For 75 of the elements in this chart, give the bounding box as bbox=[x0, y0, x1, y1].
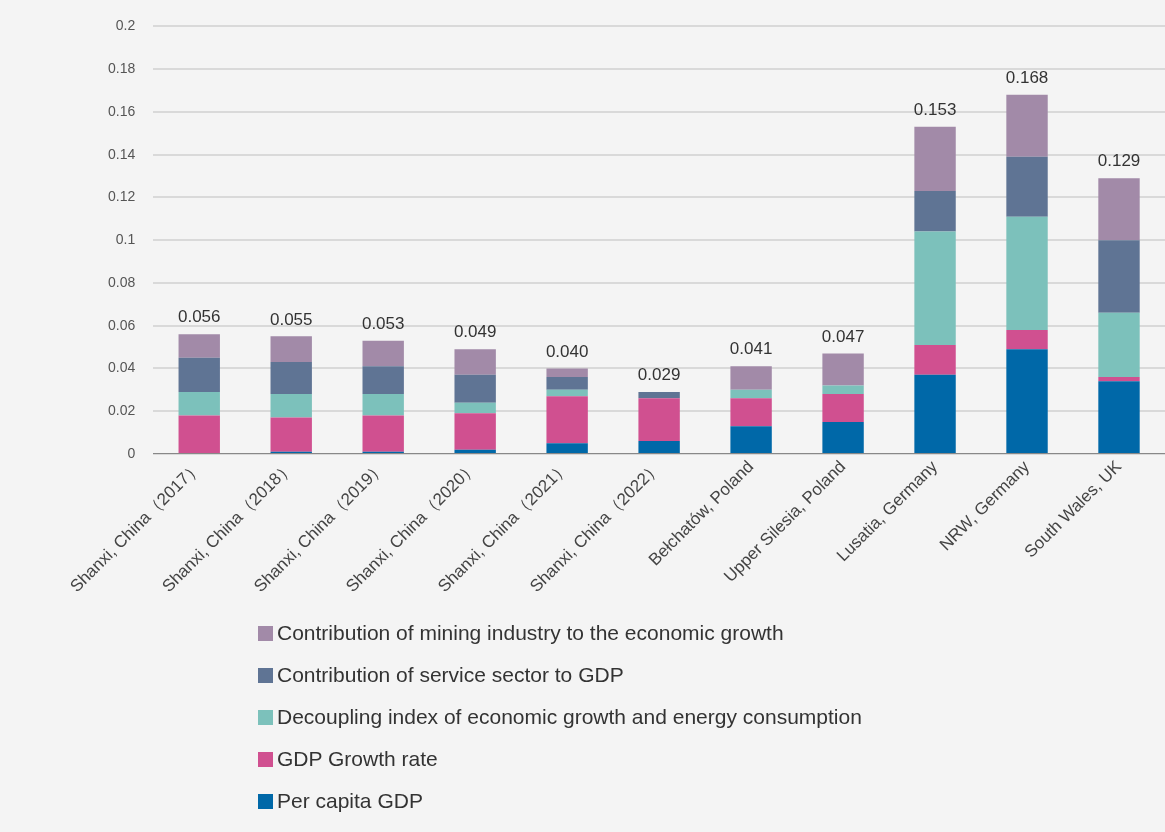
bar bbox=[362, 340, 404, 367]
bar bbox=[1006, 216, 1048, 330]
bar bbox=[178, 357, 220, 392]
bar bbox=[1098, 240, 1140, 313]
bar bbox=[454, 413, 496, 450]
legend-label: GDP Growth rate bbox=[277, 747, 438, 771]
bar bbox=[454, 402, 496, 414]
total-label: 0.041 bbox=[729, 339, 773, 359]
bar bbox=[1006, 94, 1048, 157]
total-label: 0.056 bbox=[177, 307, 221, 327]
legend-label: Contribution of service sector to GDP bbox=[277, 663, 624, 687]
bar bbox=[270, 336, 312, 363]
bar bbox=[546, 368, 588, 377]
total-label: 0.040 bbox=[545, 341, 589, 361]
bar bbox=[1098, 381, 1140, 453]
bar bbox=[822, 353, 864, 386]
bar bbox=[1006, 349, 1048, 453]
bar bbox=[638, 398, 680, 442]
y-tick-label: 0.08 bbox=[108, 273, 136, 290]
bar bbox=[546, 443, 588, 453]
y-tick-label: 0.02 bbox=[108, 402, 136, 419]
bar bbox=[454, 374, 496, 403]
legend-label: Decoupling index of economic growth and energy consumption bbox=[277, 705, 862, 729]
y-tick-label: 0.04 bbox=[108, 359, 136, 376]
y-tick-label: 0.18 bbox=[108, 60, 136, 77]
bar bbox=[454, 349, 496, 375]
bar bbox=[914, 344, 956, 375]
bar bbox=[730, 366, 772, 390]
bar bbox=[362, 394, 404, 416]
bar bbox=[546, 389, 588, 397]
bar bbox=[730, 389, 772, 399]
y-tick-label: 0.14 bbox=[108, 145, 136, 162]
bar bbox=[1006, 329, 1048, 350]
bar bbox=[362, 415, 404, 452]
bar bbox=[1098, 376, 1140, 382]
bar bbox=[914, 374, 956, 453]
bar bbox=[822, 421, 864, 453]
bar bbox=[454, 449, 496, 453]
total-label: 0.053 bbox=[361, 313, 405, 333]
y-tick-label: 0.2 bbox=[115, 17, 136, 34]
total-label: 0.049 bbox=[453, 322, 497, 342]
legend-label: Contribution of mining industry to the economic growth bbox=[277, 621, 784, 645]
bar bbox=[914, 191, 956, 232]
bar bbox=[1006, 156, 1048, 217]
bar bbox=[914, 126, 956, 192]
bar bbox=[638, 441, 680, 453]
bar bbox=[822, 385, 864, 395]
bar bbox=[1098, 178, 1140, 241]
total-label: 0.055 bbox=[269, 309, 313, 329]
bar bbox=[270, 394, 312, 418]
bar bbox=[178, 334, 220, 358]
bar bbox=[822, 394, 864, 422]
total-label: 0.047 bbox=[821, 326, 865, 346]
bar bbox=[270, 417, 312, 452]
bar bbox=[1098, 312, 1140, 377]
bar bbox=[638, 391, 680, 399]
y-tick-label: 0.06 bbox=[108, 316, 136, 333]
y-tick-label: 0.12 bbox=[108, 188, 136, 205]
total-label: 0.168 bbox=[1005, 68, 1049, 87]
y-tick-label: 0 bbox=[127, 444, 136, 461]
bar bbox=[730, 426, 772, 453]
legend-label: Per capita GDP bbox=[277, 789, 423, 813]
total-label: 0.029 bbox=[637, 365, 681, 385]
y-tick-label: 0.16 bbox=[108, 102, 136, 119]
bar bbox=[178, 391, 220, 416]
y-tick-label: 0.1 bbox=[115, 231, 136, 248]
bar bbox=[914, 231, 956, 345]
total-label: 0.129 bbox=[1097, 151, 1141, 171]
total-label: 0.153 bbox=[913, 100, 957, 120]
bar bbox=[546, 376, 588, 390]
bar bbox=[178, 415, 220, 453]
bar bbox=[362, 366, 404, 395]
bar bbox=[270, 362, 312, 395]
bar bbox=[730, 398, 772, 427]
bar bbox=[546, 396, 588, 444]
